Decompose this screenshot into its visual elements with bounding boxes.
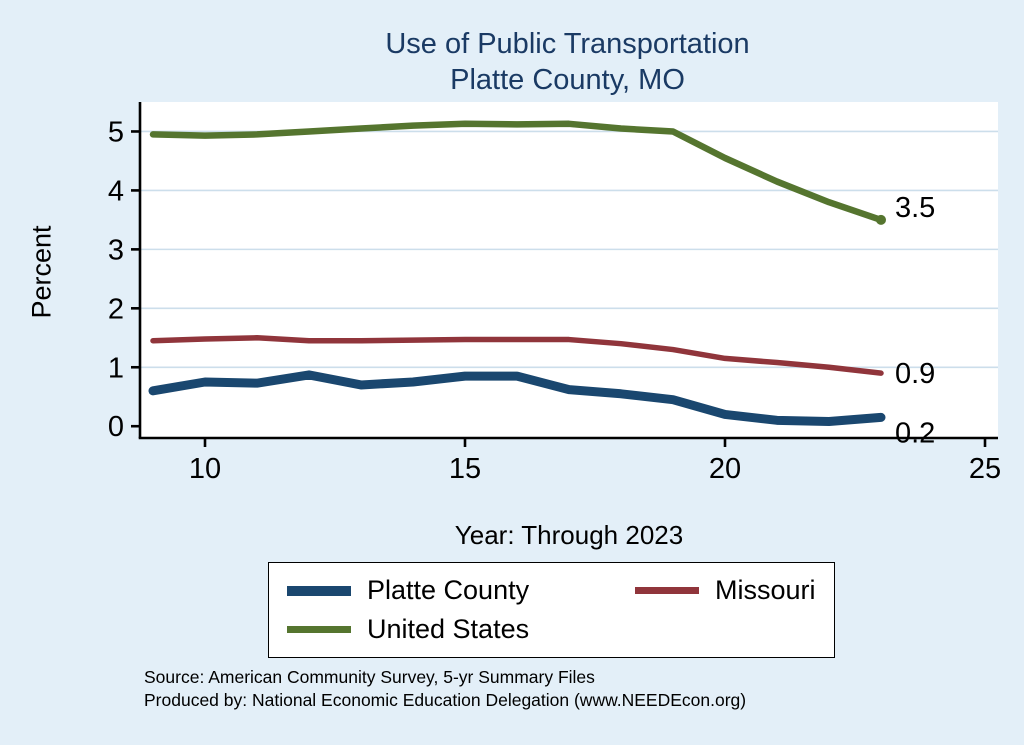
legend-swatch bbox=[287, 626, 351, 633]
end-label: 3.5 bbox=[895, 192, 935, 224]
source-block: Source: American Community Survey, 5-yr … bbox=[144, 666, 746, 712]
legend-item-missouri: Missouri bbox=[635, 575, 816, 606]
y-tick-label: 5 bbox=[108, 116, 124, 148]
legend-swatch bbox=[287, 585, 351, 596]
x-tick-label: 25 bbox=[969, 453, 1001, 485]
source-line: Source: American Community Survey, 5-yr … bbox=[144, 667, 595, 687]
y-tick-label: 3 bbox=[108, 234, 124, 266]
chart-title-block: Use of Public Transportation Platte Coun… bbox=[110, 26, 1024, 98]
y-tick-label: 2 bbox=[108, 293, 124, 325]
legend-label: United States bbox=[367, 614, 530, 644]
series-line-platte-county bbox=[148, 370, 886, 426]
series-line-united-states bbox=[149, 120, 885, 224]
x-tick-label: 20 bbox=[709, 453, 741, 485]
x-tick-label: 10 bbox=[189, 453, 221, 485]
legend-label: Missouri bbox=[715, 575, 816, 605]
legend: Platte County Missouri United States bbox=[268, 562, 835, 658]
chart-title: Use of Public Transportation bbox=[385, 28, 750, 60]
x-axis-label: Year: Through 2023 bbox=[454, 520, 684, 550]
y-tick-label: 4 bbox=[108, 175, 124, 207]
end-label: 0.2 bbox=[895, 417, 935, 449]
series-line-missouri bbox=[150, 335, 884, 376]
legend-label: Platte County bbox=[367, 575, 530, 605]
series-end-marker bbox=[876, 214, 886, 225]
legend-item-united-states: United States bbox=[287, 614, 635, 645]
y-tick-label: 1 bbox=[108, 352, 124, 384]
credit-line: Produced by: National Economic Education… bbox=[144, 690, 747, 710]
end-label: 0.9 bbox=[895, 358, 935, 390]
legend-swatch bbox=[635, 587, 699, 594]
y-tick-label: 0 bbox=[108, 411, 124, 443]
chart-subtitle: Platte County, MO bbox=[450, 64, 685, 96]
legend-item-platte-county: Platte County bbox=[287, 575, 635, 606]
plot-area: 0 1 2 3 4 5 10 15 20 25 0.2 0.9 3.5 bbox=[108, 102, 1001, 485]
x-tick-label: 15 bbox=[449, 453, 481, 485]
